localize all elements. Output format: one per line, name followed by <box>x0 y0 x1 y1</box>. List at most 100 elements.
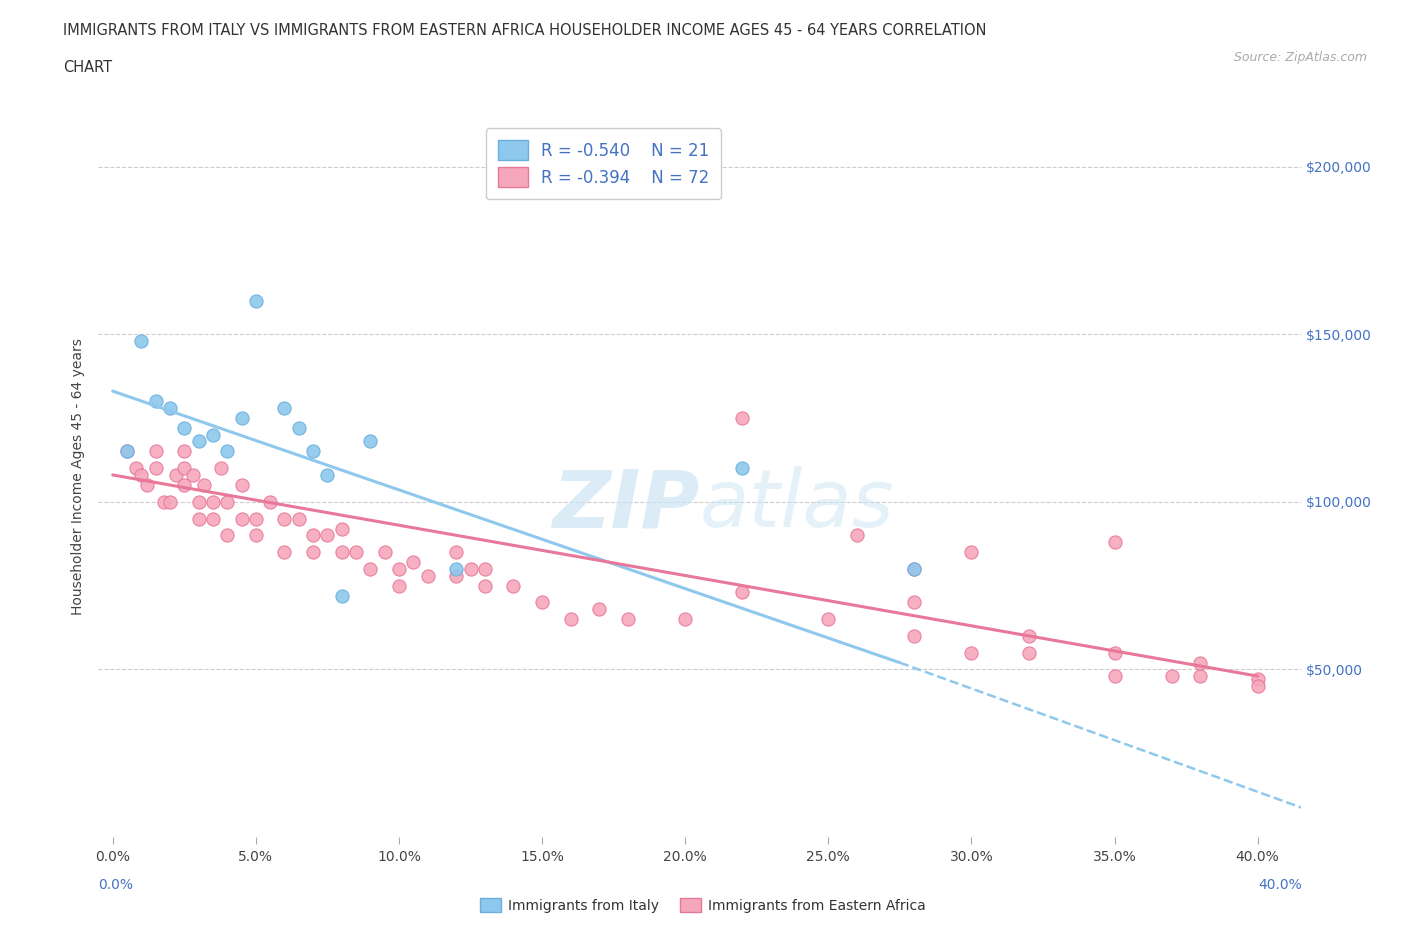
Point <box>273 512 295 526</box>
Point <box>259 495 281 510</box>
Point <box>173 420 195 435</box>
Point <box>153 495 176 510</box>
Point <box>201 512 224 526</box>
Point <box>124 460 146 475</box>
Point <box>903 595 925 610</box>
Point <box>173 478 195 493</box>
Point <box>131 468 153 483</box>
Point <box>136 478 159 493</box>
Point <box>201 427 224 442</box>
Point <box>903 629 925 644</box>
Point <box>131 334 153 349</box>
Point <box>903 562 925 577</box>
Point <box>316 528 339 543</box>
Point <box>388 562 411 577</box>
Point <box>731 585 754 600</box>
Point <box>165 468 187 483</box>
Y-axis label: Householder Income Ages 45 - 64 years: Householder Income Ages 45 - 64 years <box>72 339 86 615</box>
Text: ZIP: ZIP <box>553 467 700 544</box>
Point <box>231 410 253 425</box>
Point <box>1189 656 1212 671</box>
Point <box>1018 629 1040 644</box>
Point <box>159 495 181 510</box>
Point <box>245 293 267 308</box>
Point <box>588 602 610 617</box>
Point <box>145 393 167 408</box>
Text: 0.0%: 0.0% <box>98 878 134 893</box>
Point <box>388 578 411 593</box>
Point <box>273 545 295 560</box>
Point <box>287 512 309 526</box>
Point <box>145 460 167 475</box>
Point <box>374 545 396 560</box>
Point <box>531 595 554 610</box>
Text: 40.0%: 40.0% <box>1258 878 1302 893</box>
Text: atlas: atlas <box>700 467 894 544</box>
Point <box>330 545 353 560</box>
Point <box>187 495 209 510</box>
Point <box>1246 672 1268 687</box>
Point <box>316 468 339 483</box>
Legend: Immigrants from Italy, Immigrants from Eastern Africa: Immigrants from Italy, Immigrants from E… <box>475 893 931 919</box>
Point <box>731 410 754 425</box>
Text: CHART: CHART <box>63 60 112 75</box>
Point <box>1104 645 1126 660</box>
Point <box>444 562 467 577</box>
Point <box>159 401 181 416</box>
Point <box>173 444 195 458</box>
Point <box>359 434 381 449</box>
Point <box>903 562 925 577</box>
Point <box>173 460 195 475</box>
Point <box>187 512 209 526</box>
Point <box>731 460 754 475</box>
Point <box>273 401 295 416</box>
Point <box>330 521 353 536</box>
Point <box>1189 669 1212 684</box>
Point <box>231 512 253 526</box>
Point <box>1104 535 1126 550</box>
Point <box>1246 679 1268 694</box>
Point <box>1160 669 1182 684</box>
Point <box>359 562 381 577</box>
Point <box>560 612 582 627</box>
Point <box>302 528 325 543</box>
Point <box>193 478 215 493</box>
Point <box>502 578 524 593</box>
Legend: R = -0.540    N = 21, R = -0.394    N = 72: R = -0.540 N = 21, R = -0.394 N = 72 <box>486 128 721 199</box>
Point <box>444 568 467 583</box>
Point <box>302 545 325 560</box>
Point <box>145 444 167 458</box>
Point <box>245 528 267 543</box>
Point <box>217 495 239 510</box>
Point <box>845 528 868 543</box>
Point <box>217 444 239 458</box>
Point <box>245 512 267 526</box>
Point <box>474 562 496 577</box>
Point <box>960 545 983 560</box>
Point <box>1018 645 1040 660</box>
Point <box>474 578 496 593</box>
Point <box>187 434 209 449</box>
Point <box>617 612 640 627</box>
Point <box>344 545 367 560</box>
Point <box>181 468 204 483</box>
Point <box>201 495 224 510</box>
Point <box>115 444 138 458</box>
Point <box>1104 669 1126 684</box>
Point <box>444 545 467 560</box>
Point <box>817 612 839 627</box>
Point <box>287 420 309 435</box>
Point <box>416 568 439 583</box>
Text: Source: ZipAtlas.com: Source: ZipAtlas.com <box>1233 51 1367 64</box>
Point <box>673 612 696 627</box>
Point <box>302 444 325 458</box>
Point <box>231 478 253 493</box>
Point <box>460 562 482 577</box>
Point <box>402 554 425 569</box>
Point <box>330 588 353 603</box>
Text: IMMIGRANTS FROM ITALY VS IMMIGRANTS FROM EASTERN AFRICA HOUSEHOLDER INCOME AGES : IMMIGRANTS FROM ITALY VS IMMIGRANTS FROM… <box>63 23 987 38</box>
Point <box>960 645 983 660</box>
Point <box>211 460 233 475</box>
Point <box>115 444 138 458</box>
Point <box>217 528 239 543</box>
